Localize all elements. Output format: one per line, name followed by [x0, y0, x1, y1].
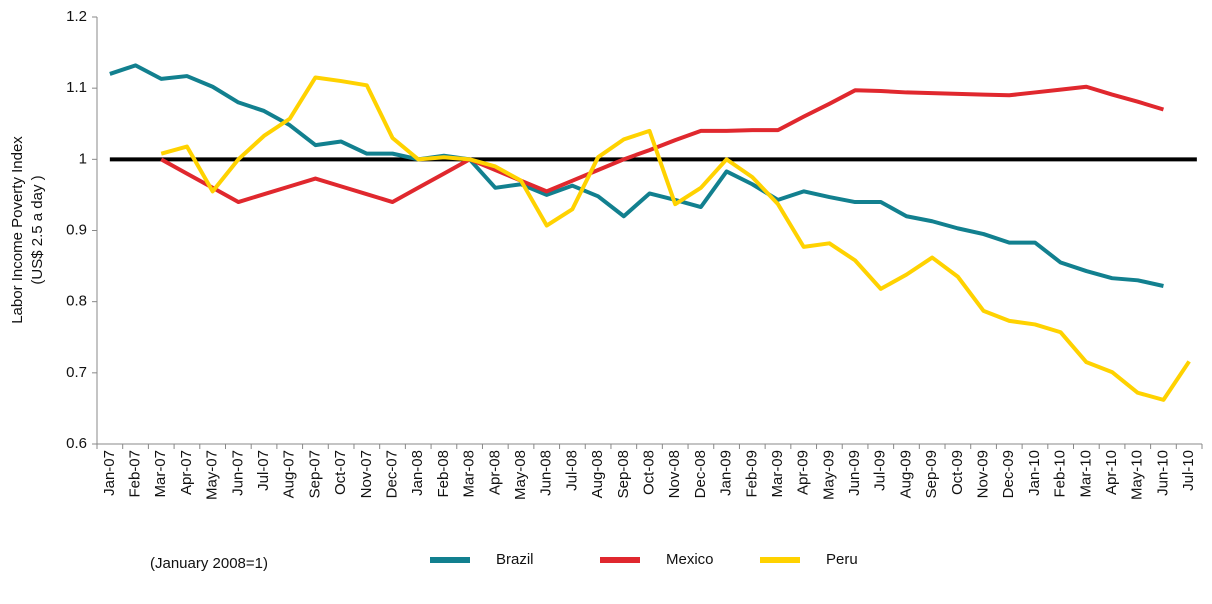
x-tick-label: Feb-10 — [1052, 450, 1069, 498]
y-tick-label: 0.6 — [66, 435, 87, 452]
y-tick-label: 1.1 — [66, 79, 87, 96]
y-tick-label: 0.8 — [66, 293, 87, 310]
x-tick-label: Dec-08 — [692, 450, 709, 498]
y-axis-label: Labor Income Poverty Index — [9, 136, 26, 324]
x-tick-label: Feb-07 — [127, 450, 144, 498]
x-tick-label: May-07 — [204, 450, 221, 500]
x-tick-label: Nov-09 — [975, 450, 992, 498]
x-tick-label: Oct-09 — [949, 450, 966, 495]
y-tick-label: 1 — [79, 150, 87, 167]
x-tick-label: Mar-08 — [461, 450, 478, 498]
series-line — [109, 63, 1164, 288]
y-tick-label: 1.2 — [66, 8, 87, 25]
y-axis-label: (US$ 2.5 a day ) — [29, 175, 46, 284]
x-tick-label: Mar-09 — [769, 450, 786, 498]
x-tick-label: Dec-07 — [383, 450, 400, 498]
x-tick-label: Feb-08 — [435, 450, 452, 498]
x-tick-label: Apr-09 — [795, 450, 812, 495]
x-tick-label: Oct-08 — [640, 450, 657, 495]
x-tick-label: Jan-09 — [718, 450, 735, 496]
x-tick-label: Mar-07 — [152, 450, 169, 498]
x-tick-label: May-10 — [1129, 450, 1146, 500]
x-tick-label: Dec-09 — [1000, 450, 1017, 498]
x-tick-label: Sep-07 — [306, 450, 323, 498]
x-tick-label: Jun-07 — [229, 450, 246, 496]
x-tick-label: May-08 — [512, 450, 529, 500]
x-tick-label: Nov-08 — [666, 450, 683, 498]
x-tick-label: Sep-08 — [615, 450, 632, 498]
x-tick-label: Apr-10 — [1103, 450, 1120, 495]
series-line — [160, 84, 1165, 205]
x-tick-label: Nov-07 — [358, 450, 375, 498]
y-tick-label: 0.7 — [66, 364, 87, 381]
x-tick-label: Jun-08 — [538, 450, 555, 496]
x-tick-label: Jul-07 — [255, 450, 272, 491]
x-tick-label: Aug-09 — [897, 450, 914, 498]
x-tick-label: Jan-08 — [409, 450, 426, 496]
x-tick-label: Oct-07 — [332, 450, 349, 495]
legend-label: Brazil — [496, 551, 534, 568]
x-tick-label: Aug-08 — [589, 450, 606, 498]
y-tick-label: 0.9 — [66, 221, 87, 238]
x-tick-label: Jul-09 — [872, 450, 889, 491]
note: (January 2008=1) — [150, 555, 268, 572]
x-tick-label: Jun-09 — [846, 450, 863, 496]
series-line — [160, 75, 1191, 402]
x-tick-label: Apr-07 — [178, 450, 195, 495]
x-tick-label: Jan-10 — [1026, 450, 1043, 496]
x-tick-label: Jul-10 — [1180, 450, 1197, 491]
legend-label: Mexico — [666, 551, 714, 568]
x-tick-label: Aug-07 — [281, 450, 298, 498]
x-tick-label: Jul-08 — [563, 450, 580, 491]
legend-label: Peru — [826, 551, 858, 568]
x-tick-label: Mar-10 — [1077, 450, 1094, 498]
x-tick-label: Sep-09 — [923, 450, 940, 498]
x-tick-label: May-09 — [820, 450, 837, 500]
x-tick-label: Apr-08 — [486, 450, 503, 495]
x-tick-label: Jan-07 — [101, 450, 118, 496]
x-tick-label: Feb-09 — [743, 450, 760, 498]
x-tick-label: Jun-10 — [1154, 450, 1171, 496]
